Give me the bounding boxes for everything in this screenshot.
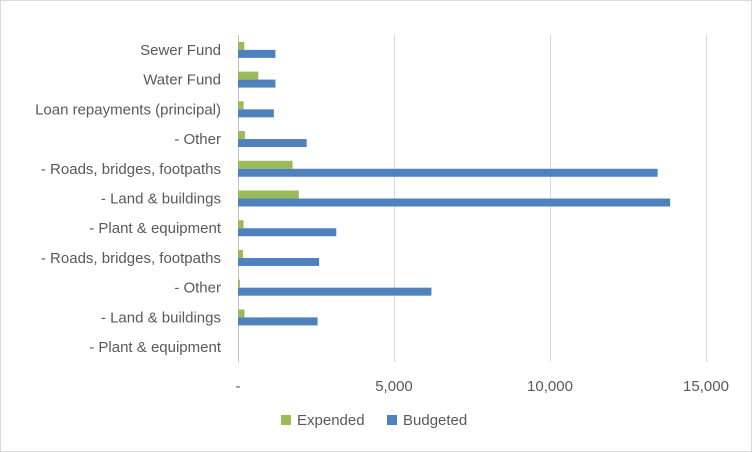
budgeted-bar [238,257,320,266]
bars [238,41,671,326]
category-label: Loan repayments (principal) [35,101,221,118]
expended-bar [238,41,245,50]
category-label: - Roads, bridges, footpaths [41,161,221,178]
expended-bar [238,160,293,169]
category-label: Water Fund [143,72,221,89]
x-tick-label: - [236,378,241,395]
legend-swatch-expended [281,415,291,425]
budgeted-bar [238,139,307,148]
x-tick-label: 15,000 [683,378,729,395]
expended-bar [238,309,245,318]
expended-bar [238,71,259,80]
x-tick-label: 5,000 [375,378,413,395]
legend-label-budgeted: Budgeted [403,412,467,429]
category-label: - Roads, bridges, footpaths [41,250,221,267]
category-label: - Other [174,280,221,297]
category-labels: Sewer Fund Water Fund Loan repayments (pri… [35,42,222,356]
budgeted-bar [238,79,276,88]
x-tick-label: 10,000 [527,378,573,395]
category-label: - Land & buildings [101,309,221,326]
expended-bar [238,220,244,229]
category-label: - Plant & equipment [89,220,222,237]
legend-swatch-budgeted [387,415,397,425]
x-tick-labels: - 5,000 10,000 15,000 [236,378,729,395]
expended-bar [238,190,299,199]
budgeted-bar [238,198,671,207]
budgeted-bar [238,317,318,326]
budgeted-bar [238,168,658,177]
legend-label-expended: Expended [297,412,365,429]
budgeted-bar [238,228,337,237]
budgeted-bar [238,287,432,296]
expended-bar [238,249,243,258]
category-label: Sewer Fund [140,42,221,59]
expended-bar [238,131,245,140]
category-label: - Other [174,131,221,148]
expended-bar [238,279,240,288]
category-label: - Plant & equipment [89,339,222,356]
budgeted-bar [238,109,274,118]
category-label: - Land & buildings [101,191,221,208]
budgeted-bar [238,49,276,58]
legend: Expended Budgeted [281,412,467,429]
expended-bar [238,101,244,110]
